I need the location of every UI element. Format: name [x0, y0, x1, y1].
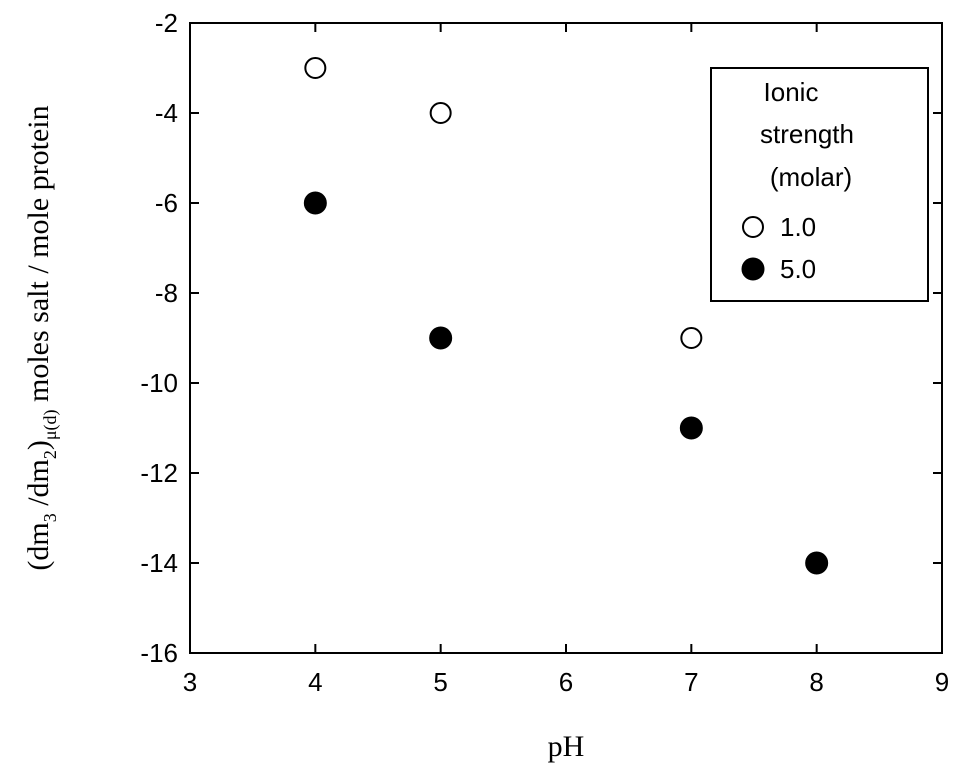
y-tick-label: -4 — [155, 98, 178, 128]
y-axis-title: (dm3 /dm2)μ(d) moles salt / mole protein — [22, 105, 61, 570]
legend-marker-filled-circle — [741, 257, 765, 281]
y-tick-label: -14 — [140, 548, 178, 578]
legend-label-1: 1.0 — [780, 212, 816, 242]
x-tick-label: 7 — [684, 667, 698, 697]
legend-title-line-1: Ionic — [764, 77, 819, 107]
legend-title-line-3: (molar) — [770, 162, 852, 192]
data-point-filled — [303, 191, 327, 215]
x-tick-label: 5 — [433, 667, 447, 697]
x-tick-label: 8 — [809, 667, 823, 697]
legend-label-2: 5.0 — [780, 254, 816, 284]
x-tick-label: 4 — [308, 667, 322, 697]
x-axis-title: pH — [548, 730, 585, 763]
x-tick-label: 3 — [183, 667, 197, 697]
x-tick-label: 6 — [559, 667, 573, 697]
y-tick-label: -2 — [155, 8, 178, 38]
x-tick-label: 9 — [935, 667, 949, 697]
data-point-open — [429, 102, 452, 124]
y-tick-label: -16 — [140, 638, 178, 668]
legend-marker-open-circle — [742, 216, 764, 238]
data-point-open — [680, 327, 703, 349]
y-tick-label: -8 — [155, 278, 178, 308]
data-point-open — [304, 57, 327, 79]
legend: Ionic strength (molar) 1.0 5.0 — [710, 67, 929, 302]
y-tick-label: -12 — [140, 458, 178, 488]
data-point-filled — [679, 416, 703, 440]
axis-ticks: 3 4 5 6 7 8 9 -2 -4 -6 -8 -10 -12 -14 -16 — [140, 8, 949, 697]
y-tick-label: -6 — [155, 188, 178, 218]
data-points — [303, 57, 829, 575]
legend-title-line-2: strength — [760, 119, 854, 149]
data-point-filled — [429, 326, 453, 350]
y-tick-label: -10 — [140, 368, 178, 398]
data-point-filled — [805, 551, 829, 575]
